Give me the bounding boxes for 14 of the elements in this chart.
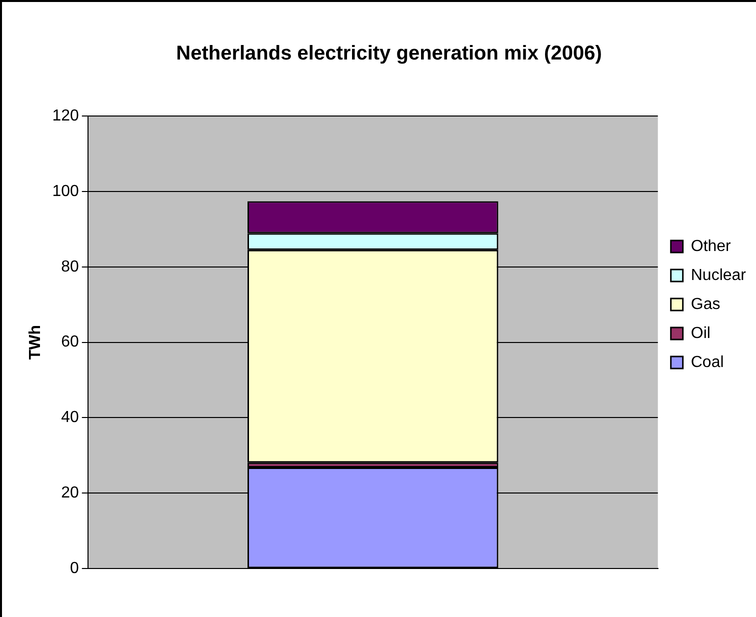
y-tick-label: 60 — [61, 334, 79, 351]
y-axis-title: TWh — [27, 324, 44, 360]
y-tick-label: 20 — [61, 484, 79, 502]
legend-label: Gas — [690, 296, 720, 313]
y-tick-label: 100 — [52, 182, 79, 200]
legend-label: Nuclear — [690, 266, 747, 284]
legend-label: Oil — [690, 324, 710, 342]
y-tick-label: 0 — [70, 560, 79, 578]
y-tick-label: 80 — [61, 258, 79, 276]
y-tick-label: 40 — [61, 409, 79, 426]
chart-title: Netherlands electricity generation mix (2006) — [176, 42, 602, 65]
legend-label: Coal — [690, 354, 724, 371]
legend-label: Other — [690, 238, 732, 255]
y-tick-label: 120 — [52, 107, 79, 124]
